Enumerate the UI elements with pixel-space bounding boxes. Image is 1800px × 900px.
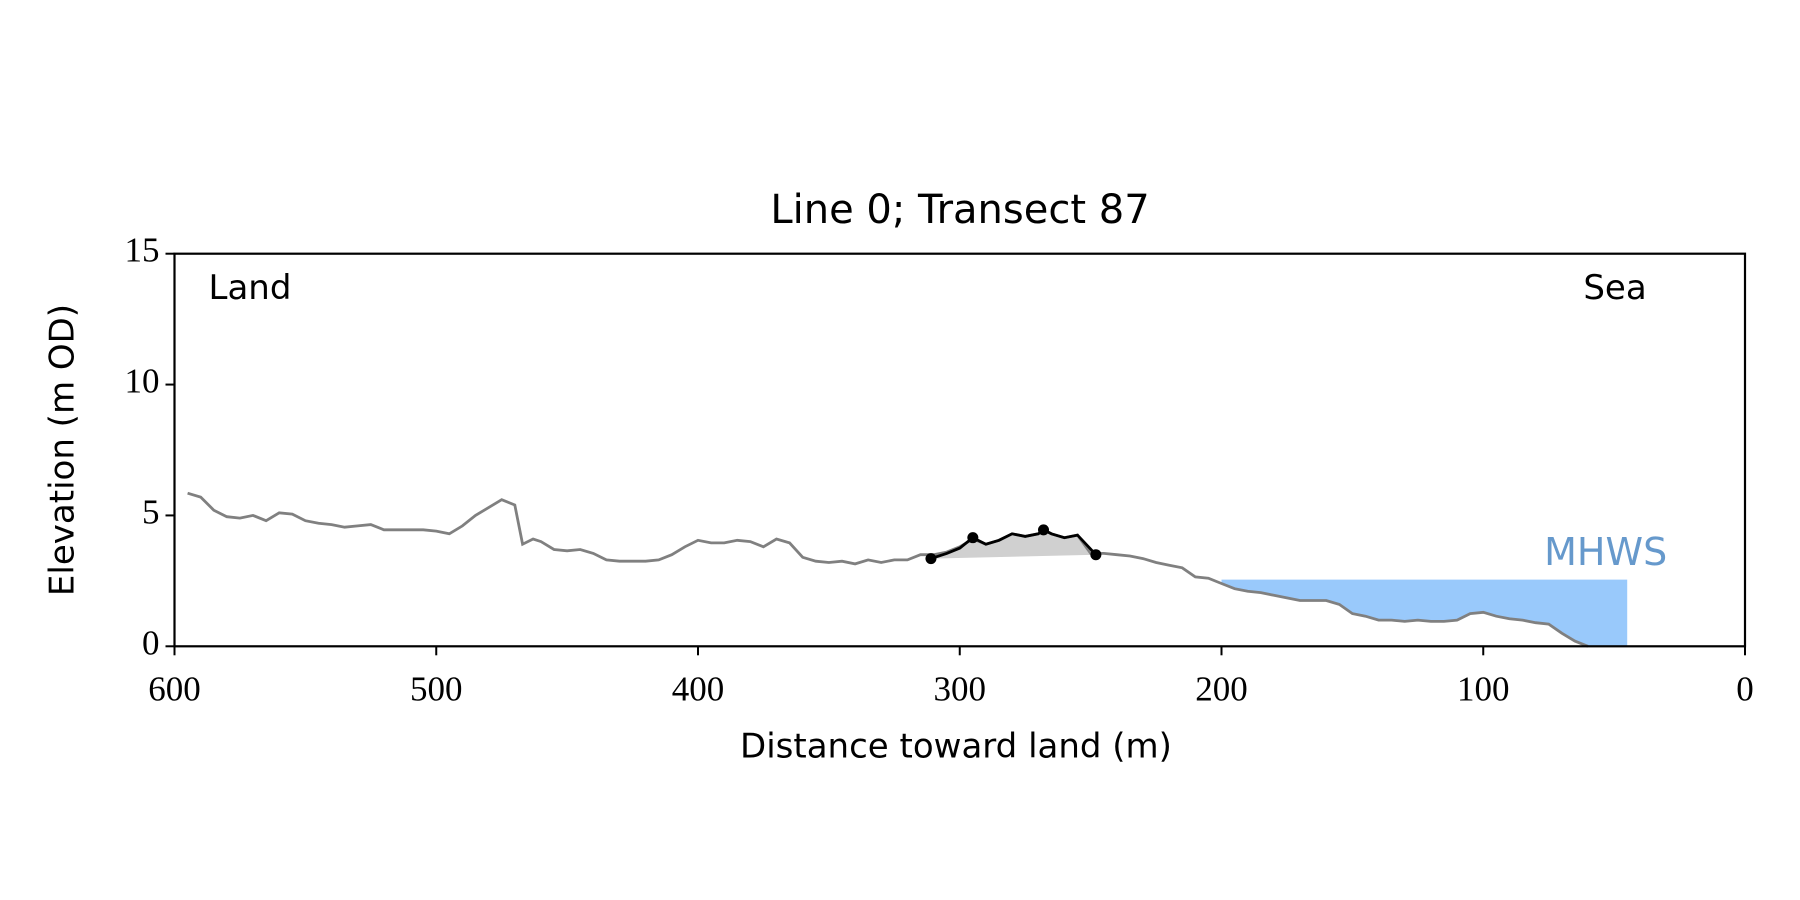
land-label: Land [209,268,292,308]
y-tick-label: 15 [125,231,160,270]
dune-point [925,553,937,565]
x-tick-label: 100 [1457,669,1510,708]
mhws-area [1221,579,1628,647]
profile-line [187,491,1589,648]
x-axis-label: Distance toward land (m) [740,727,1172,767]
sea-label: Sea [1583,268,1646,308]
x-tick-label: 300 [934,669,987,708]
dune-line [930,528,1097,560]
x-tick-label: 400 [672,669,725,708]
chart-title: Line 0; Transect 87 [770,187,1149,233]
x-tick-label: 0 [1736,669,1754,708]
y-tick-label: 0 [142,623,160,662]
mhws-label: MHWS [1544,530,1667,574]
dune-fill [931,529,1096,559]
x-tick-label: 500 [410,669,463,708]
y-axis-label: Elevation (m OD) [43,304,83,596]
y-tick-label: 10 [125,362,160,401]
x-tick-label: 200 [1195,669,1248,708]
dune-point [1038,524,1050,536]
x-tick-label: 600 [148,669,201,708]
y-tick-label: 5 [142,492,160,531]
dune-point [1090,549,1102,561]
dune-point [967,532,979,544]
